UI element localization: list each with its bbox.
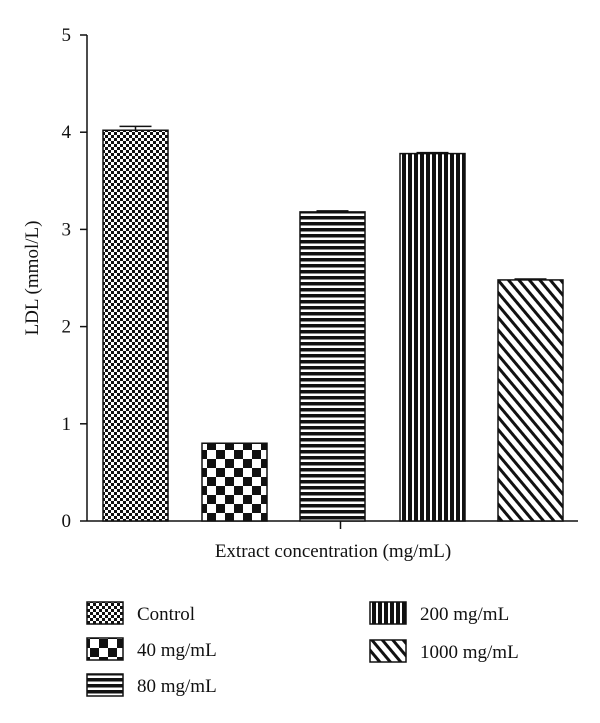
bar-80-mg-ml xyxy=(299,211,366,522)
legend-label: 40 mg/mL xyxy=(137,640,217,661)
y-axis-title: LDL (mmol/L) xyxy=(22,221,43,336)
bar-control xyxy=(102,129,169,522)
legend-swatch-vertical-stripes xyxy=(369,601,407,625)
legend-swatch-fine-checker xyxy=(86,601,124,625)
legend-label: 1000 mg/mL xyxy=(420,642,519,663)
y-tick-label: 4 xyxy=(62,122,72,143)
x-axis-title: Extract concentration (mg/mL) xyxy=(215,541,451,562)
legend-swatch-coarse-checker xyxy=(86,637,124,661)
legend-label: 200 mg/mL xyxy=(420,604,509,625)
legend-label: Control xyxy=(137,604,195,625)
bar-40-mg-ml xyxy=(201,442,268,522)
legend: Control 40 mg/mL 80 mg/mL 200 mg/mL 1000 mg/… xyxy=(86,601,519,697)
y-tick-label: 2 xyxy=(62,317,72,338)
y-tick-label: 3 xyxy=(62,219,72,240)
legend-swatch-horizontal-stripes xyxy=(86,673,124,697)
y-tick-label: 5 xyxy=(62,25,72,46)
y-ticks: 0 1 2 3 4 5 xyxy=(62,25,87,532)
bar-200-mg-ml xyxy=(399,152,466,522)
y-tick-label: 0 xyxy=(62,511,72,532)
bars xyxy=(102,125,564,522)
legend-swatch-diagonal-stripes xyxy=(369,639,407,663)
y-tick-label: 1 xyxy=(62,414,72,435)
legend-label: 80 mg/mL xyxy=(137,676,217,697)
bar-1000-mg-ml xyxy=(497,279,564,522)
